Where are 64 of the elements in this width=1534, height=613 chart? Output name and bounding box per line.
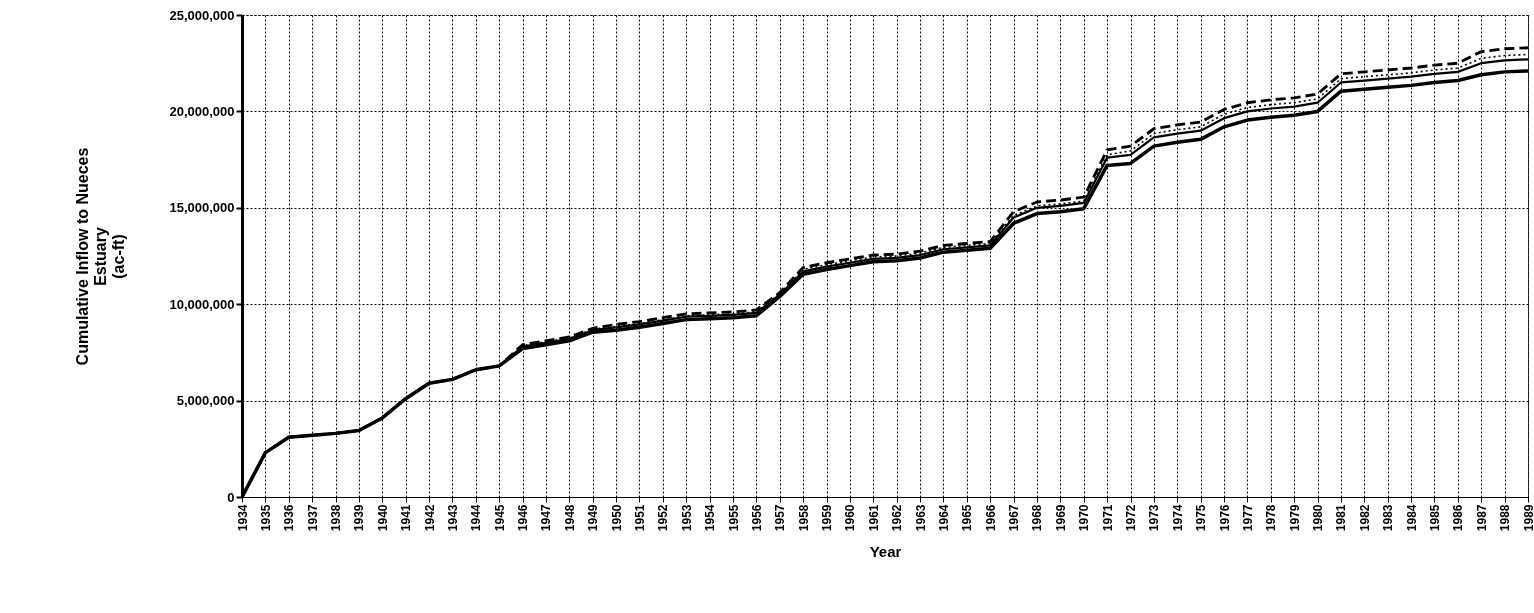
x-tick-label: 1972 (1124, 504, 1139, 532)
x-tick-label: 1966 (983, 504, 998, 532)
y-tick-label: 10,000,000 (169, 296, 235, 312)
x-tick-label: 1947 (539, 504, 554, 532)
x-axis-title: Year (869, 543, 902, 561)
x-tick-label: 1960 (843, 504, 858, 532)
x-tick-label: 1961 (866, 504, 881, 532)
x-tick-label: 1977 (1240, 504, 1255, 532)
x-tick-label: 1944 (469, 504, 484, 532)
x-tick-label: 1936 (282, 504, 297, 532)
x-tick-label: 1976 (1217, 504, 1232, 532)
x-tick-label: 1958 (796, 504, 811, 532)
x-tick-label: 1942 (422, 504, 437, 532)
x-tick-label: 1959 (820, 504, 835, 532)
x-tick-label: 1985 (1427, 504, 1442, 532)
y-tick-label: 25,000,000 (169, 7, 235, 23)
x-tick-label: 1964 (936, 504, 951, 532)
x-tick-label: 1946 (516, 504, 531, 532)
x-tick-label: 1975 (1194, 504, 1209, 532)
x-tick-label: 1970 (1077, 504, 1092, 532)
x-tick-label: 1978 (1264, 504, 1279, 532)
x-tick-label: 1971 (1100, 504, 1115, 532)
x-tick-label: 1950 (609, 504, 624, 532)
x-tick-label: 1954 (703, 504, 718, 532)
x-tick-label: 1967 (1007, 504, 1022, 532)
x-tick-label: 1955 (726, 504, 741, 532)
x-tick-label: 1957 (773, 504, 788, 532)
x-tick-label: 1982 (1357, 504, 1372, 532)
x-tick-label: 1934 (235, 504, 250, 532)
x-tick-label: 1945 (492, 504, 507, 532)
x-tick-label: 1983 (1381, 504, 1396, 532)
x-tick-label: 1989 (1521, 504, 1534, 532)
x-tick-label: 1953 (679, 504, 694, 532)
x-tick-label: 1938 (329, 504, 344, 532)
x-tick-label: 1943 (445, 504, 460, 532)
x-tick-label: 1984 (1404, 504, 1419, 532)
x-tick-label: 1952 (656, 504, 671, 532)
x-tick-label: 1965 (960, 504, 975, 532)
x-tick-label: 1981 (1334, 504, 1349, 532)
x-tick-label: 1963 (913, 504, 928, 532)
y-tick-label: 5,000,000 (176, 393, 235, 409)
y-tick-label: 0 (227, 489, 235, 505)
x-tick-label: 1988 (1498, 504, 1513, 532)
x-tick-label: 1969 (1053, 504, 1068, 532)
x-tick-label: 1962 (890, 504, 905, 532)
x-tick-label: 1949 (586, 504, 601, 532)
y-tick-label: 15,000,000 (169, 200, 235, 216)
x-tick-label: 1968 (1030, 504, 1045, 532)
x-tick-label: 1940 (375, 504, 390, 532)
x-tick-label: 1979 (1287, 504, 1302, 532)
x-tick-label: 1951 (632, 504, 647, 532)
y-tick-label: 20,000,000 (169, 103, 235, 119)
x-tick-label: 1956 (749, 504, 764, 532)
x-tick-label: 1935 (258, 504, 273, 532)
x-tick-label: 1937 (305, 504, 320, 532)
x-tick-label: 1941 (399, 504, 414, 532)
x-tick-label: 1973 (1147, 504, 1162, 532)
x-tick-label: 1986 (1451, 504, 1466, 532)
x-tick-label: 1948 (562, 504, 577, 532)
x-tick-label: 1987 (1474, 504, 1489, 532)
x-tick-label: 1980 (1311, 504, 1326, 532)
x-tick-label: 1974 (1170, 504, 1185, 532)
x-tick-label: 1939 (352, 504, 367, 532)
y-axis-title: Cumulative Inflow to Nueces Estuary (ac-ft) (74, 147, 128, 366)
